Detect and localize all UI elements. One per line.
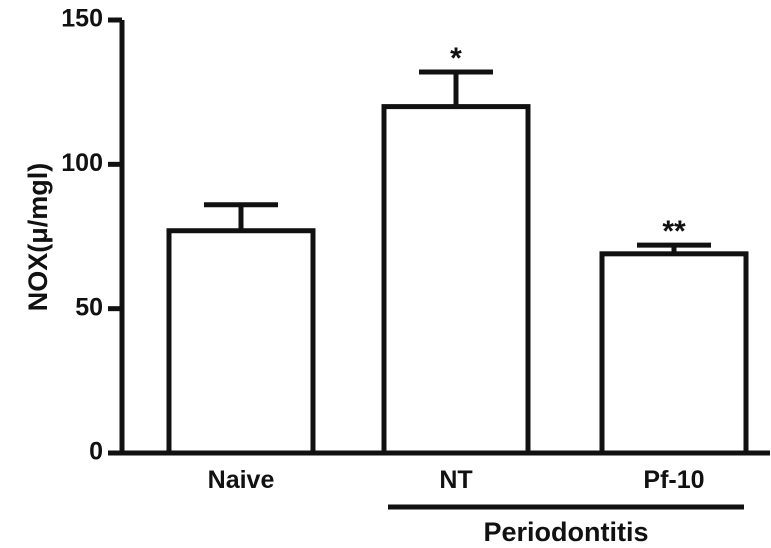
- y-tick-label: 150: [61, 5, 103, 33]
- significance-marker: **: [662, 215, 686, 248]
- y-axis-label: NOX(μ/mgl): [23, 163, 53, 312]
- bar-pf-10: [599, 251, 749, 456]
- y-tick-label: 100: [61, 149, 103, 177]
- y-tick-label: 50: [75, 293, 103, 321]
- x-tick-label: Naive: [208, 466, 275, 494]
- bar-naive: [166, 228, 316, 456]
- x-tick-label: Pf-10: [643, 466, 704, 494]
- significance-marker: *: [450, 42, 462, 75]
- y-ticks: 0 50 100 150: [61, 5, 122, 466]
- group-label: Periodontitis: [483, 517, 648, 547]
- group-bracket: Periodontitis: [388, 504, 744, 547]
- y-tick-label: 0: [89, 438, 103, 466]
- bar-nt: [381, 104, 531, 456]
- bars: ***: [166, 42, 749, 456]
- x-tick-label: NT: [439, 466, 472, 494]
- x-tick-labels: Naive NT Pf-10: [208, 466, 705, 494]
